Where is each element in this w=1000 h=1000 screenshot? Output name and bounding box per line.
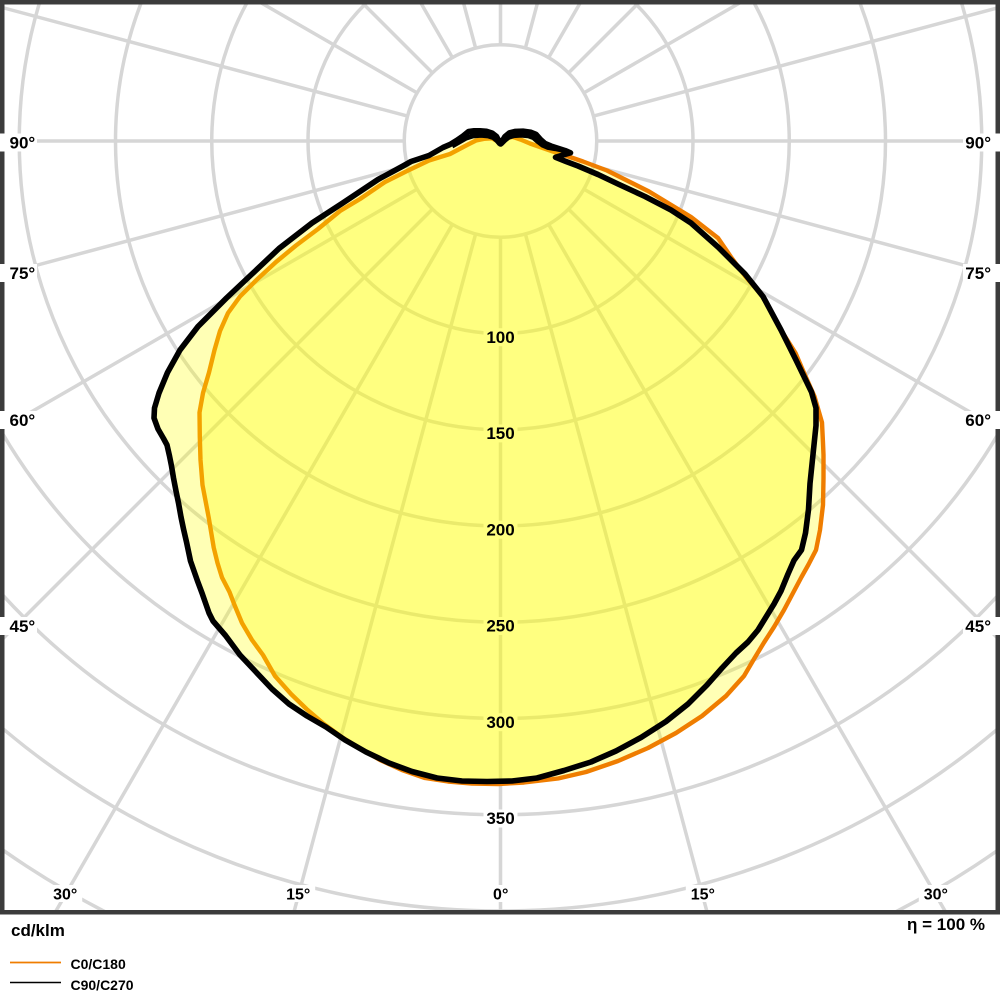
svg-text:30°: 30° (53, 887, 77, 904)
svg-text:250: 250 (486, 617, 514, 636)
svg-text:90°: 90° (965, 134, 991, 153)
svg-text:75°: 75° (10, 264, 36, 283)
svg-text:η = 100 %: η = 100 % (907, 915, 985, 934)
svg-text:45°: 45° (10, 617, 36, 636)
svg-text:75°: 75° (965, 264, 991, 283)
svg-text:60°: 60° (965, 411, 991, 430)
svg-text:15°: 15° (286, 887, 310, 904)
svg-text:30°: 30° (924, 887, 948, 904)
svg-text:60°: 60° (10, 411, 36, 430)
svg-text:C0/C180: C0/C180 (71, 956, 126, 972)
svg-text:100: 100 (486, 328, 514, 347)
svg-text:300: 300 (486, 713, 514, 732)
svg-text:C90/C270: C90/C270 (71, 977, 134, 993)
svg-text:150: 150 (486, 424, 514, 443)
svg-text:45°: 45° (965, 617, 991, 636)
svg-text:200: 200 (486, 520, 514, 539)
svg-text:cd/klm: cd/klm (11, 921, 65, 940)
svg-text:0°: 0° (493, 887, 508, 904)
svg-text:350: 350 (486, 809, 514, 828)
svg-text:15°: 15° (691, 887, 715, 904)
svg-text:90°: 90° (10, 134, 36, 153)
